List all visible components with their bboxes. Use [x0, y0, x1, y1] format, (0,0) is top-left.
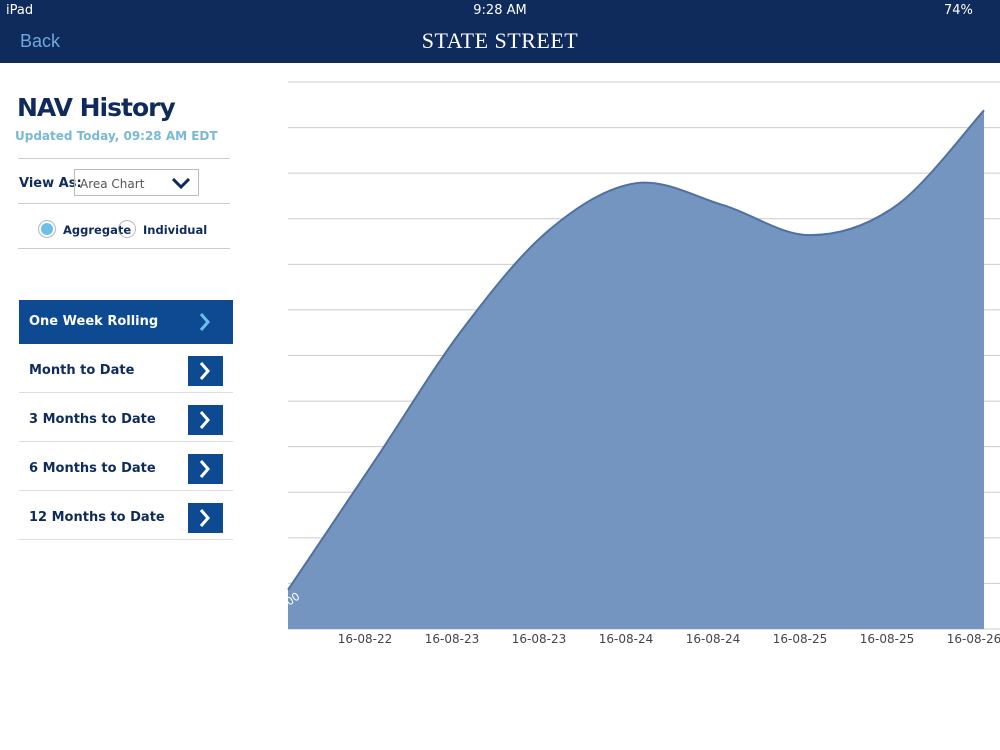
chevron-button — [188, 454, 223, 484]
radio-label: Individual — [143, 223, 208, 237]
chevron-right — [199, 460, 210, 478]
x-tick-label: 16-08-24 — [686, 632, 740, 646]
chevron-button — [188, 356, 223, 386]
back-button[interactable]: Back — [20, 31, 61, 51]
menu-item[interactable]: One Week Rolling — [19, 300, 233, 344]
area — [288, 110, 984, 630]
select-value: Area Chart — [80, 177, 145, 191]
chevron-right — [199, 362, 210, 380]
x-tick-label: 16-08-23 — [425, 632, 479, 646]
chevron-button — [188, 405, 223, 435]
menu-label: 6 Months to Date — [29, 461, 156, 476]
x-tick-label: 16-08-24 — [599, 632, 653, 646]
menu-item[interactable]: 12 Months to Date — [19, 496, 233, 540]
view-as-select[interactable]: Area Chart — [74, 169, 199, 196]
menu-label: 12 Months to Date — [29, 510, 165, 525]
x-tick-label: 16-08-22 — [338, 632, 392, 646]
chevron-button — [188, 503, 223, 533]
chevron-down — [172, 178, 190, 189]
device-name: iPad — [6, 3, 34, 18]
page-title: NAV History — [17, 93, 176, 122]
menu-label: Month to Date — [29, 363, 135, 378]
menu-label: One Week Rolling — [29, 314, 159, 329]
area-line — [287, 109, 985, 591]
divider — [18, 203, 230, 204]
menu-item[interactable]: 6 Months to Date — [19, 447, 233, 491]
x-tick-label: 16-08-25 — [773, 632, 827, 646]
top-bar: iPad 9:28 AM 74% Back STATE STREET — [0, 0, 1000, 63]
brand: STATE STREET — [421, 28, 579, 53]
radio-button[interactable] — [38, 220, 56, 238]
chevron-button — [188, 307, 223, 337]
chevron-right — [199, 313, 210, 331]
x-tick-label: 16-08-25 — [860, 632, 914, 646]
x-tick-label: 16-08-23 — [512, 632, 566, 646]
x-tick-label: 16-08-26 — [947, 632, 1000, 646]
battery: 74% — [944, 3, 973, 18]
menu-label: 3 Months to Date — [29, 412, 156, 427]
divider — [18, 158, 230, 159]
updated-text: Updated Today, 09:28 AM EDT — [15, 129, 218, 143]
radio-label: Aggregate — [63, 223, 132, 237]
view-as-label: View As: — [19, 176, 82, 191]
chevron-right — [199, 509, 210, 527]
chevron-right — [199, 411, 210, 429]
clock: 9:28 AM — [473, 3, 527, 18]
y-tick-label: 000 — [278, 590, 303, 613]
divider — [18, 248, 230, 249]
radio-button[interactable] — [118, 220, 136, 238]
menu-item[interactable]: 3 Months to Date — [19, 398, 233, 442]
menu-item[interactable]: Month to Date — [19, 349, 233, 393]
